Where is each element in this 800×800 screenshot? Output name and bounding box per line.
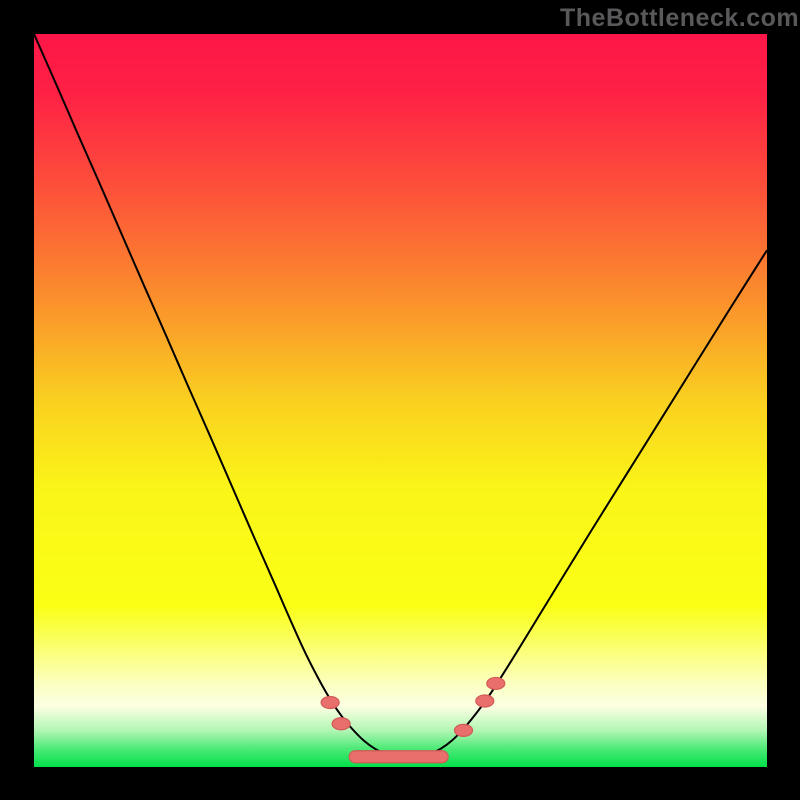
watermark-text: TheBottleneck.com: [560, 4, 799, 33]
marker-point: [321, 696, 339, 708]
marker-point: [487, 677, 505, 689]
marker-point: [455, 724, 473, 736]
bottleneck-curve: [34, 34, 767, 758]
plot-svg: [0, 0, 800, 800]
marker-bar: [349, 751, 448, 763]
marker-point: [476, 695, 494, 707]
marker-point: [332, 718, 350, 730]
